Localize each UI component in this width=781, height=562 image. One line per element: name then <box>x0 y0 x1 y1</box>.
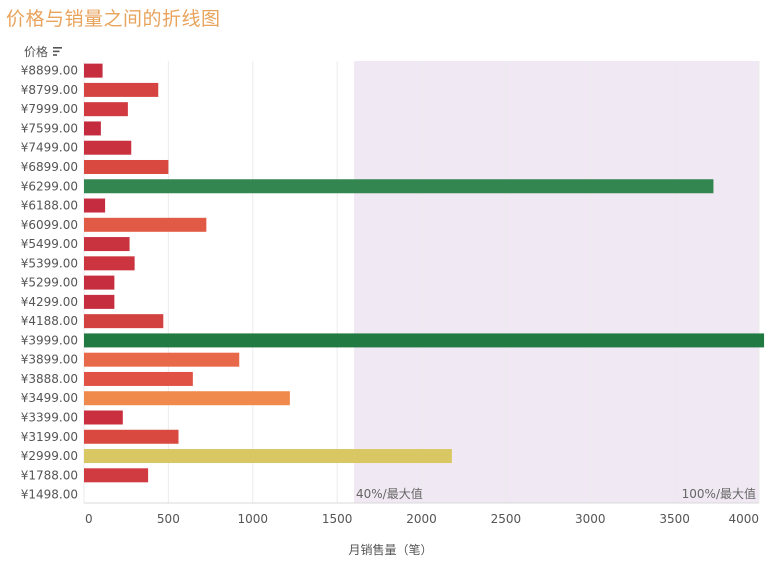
y-tick-label: ¥3199.00 <box>21 430 78 444</box>
y-tick-label: ¥4299.00 <box>21 295 78 309</box>
bar <box>84 198 106 213</box>
bar <box>84 256 135 271</box>
y-tick-label: ¥5299.00 <box>21 276 78 290</box>
bar <box>84 410 123 425</box>
x-tick-label: 1000 <box>237 512 268 526</box>
sort-icon[interactable] <box>53 47 62 56</box>
y-tick-label: ¥5399.00 <box>21 256 78 270</box>
x-tick-label: 3500 <box>659 512 690 526</box>
y-tick-label: ¥3888.00 <box>21 372 78 386</box>
bar <box>84 82 159 97</box>
bar <box>84 121 101 136</box>
bar <box>84 352 240 367</box>
x-tick-label: 3000 <box>575 512 606 526</box>
bar <box>84 314 164 329</box>
y-tick-label: ¥1788.00 <box>21 468 78 482</box>
bar <box>84 275 115 290</box>
y-tick-label: ¥7499.00 <box>21 141 78 155</box>
bar <box>84 140 132 155</box>
y-tick-label: ¥3399.00 <box>21 410 78 424</box>
x-tick-label: 2500 <box>491 512 522 526</box>
y-tick-label: ¥7999.00 <box>21 102 78 116</box>
y-tick-label: ¥6188.00 <box>21 199 78 213</box>
y-tick-label: ¥6899.00 <box>21 160 78 174</box>
bar <box>84 371 193 386</box>
bar <box>84 333 765 348</box>
x-tick-label: 1500 <box>322 512 353 526</box>
y-tick-label: ¥6299.00 <box>21 179 78 193</box>
y-axis-header[interactable]: 价格 <box>24 45 49 59</box>
reference-band-end-label: 100%/最大值 <box>682 486 756 501</box>
reference-band <box>354 61 759 503</box>
x-tick-label: 500 <box>157 512 180 526</box>
y-tick-label: ¥8899.00 <box>21 64 78 78</box>
x-tick-label: 4000 <box>728 512 759 526</box>
y-tick-label: ¥3999.00 <box>21 333 78 347</box>
chart-title: 价格与销量之间的折线图 <box>6 8 221 30</box>
y-tick-label: ¥4188.00 <box>21 314 78 328</box>
y-tick-label: ¥3499.00 <box>21 391 78 405</box>
y-tick-label: ¥3899.00 <box>21 353 78 367</box>
bar <box>84 429 179 444</box>
y-tick-label: ¥1498.00 <box>21 488 78 502</box>
bar <box>84 294 115 309</box>
bar <box>84 217 207 232</box>
y-tick-label: ¥2999.00 <box>21 449 78 463</box>
bar <box>84 179 714 194</box>
y-tick-label: ¥5499.00 <box>21 237 78 251</box>
x-tick-label: 0 <box>85 512 93 526</box>
reference-band-start-label: 40%/最大值 <box>356 486 423 501</box>
bar <box>84 159 169 174</box>
bar <box>84 237 130 252</box>
bar <box>84 63 103 78</box>
x-tick-label: 2000 <box>406 512 437 526</box>
bar <box>84 102 128 117</box>
y-tick-label: ¥6099.00 <box>21 218 78 232</box>
bar <box>84 449 452 464</box>
bar <box>84 468 149 483</box>
y-tick-label: ¥7599.00 <box>21 121 78 135</box>
y-tick-label: ¥8799.00 <box>21 83 78 97</box>
bar <box>84 391 290 406</box>
x-axis-label: 月销售量（笔） <box>348 543 433 557</box>
